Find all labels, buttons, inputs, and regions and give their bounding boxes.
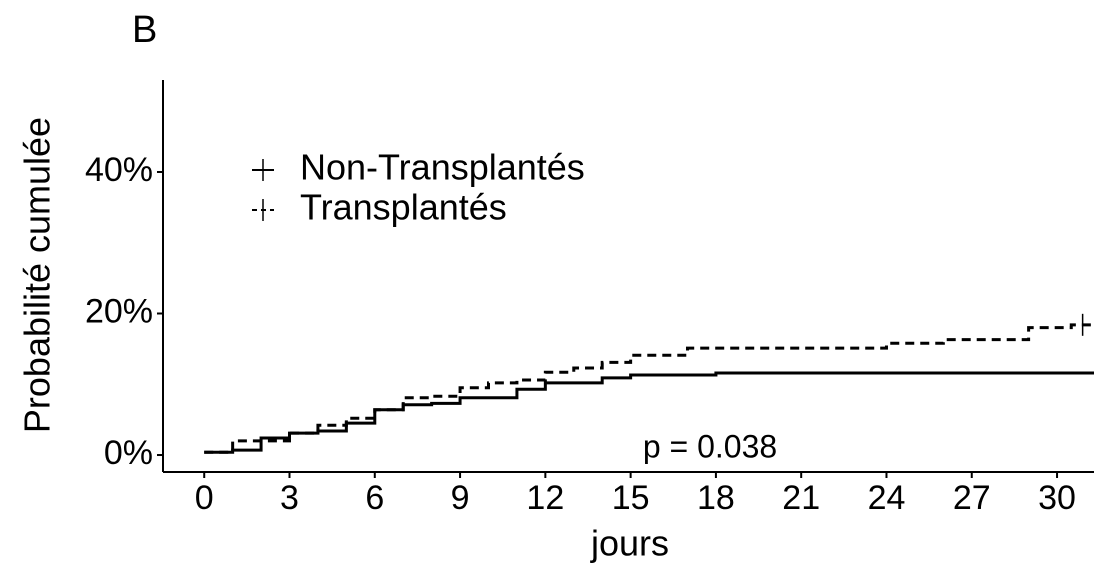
y-tick-label: 20% xyxy=(85,292,153,330)
x-tick-label: 0 xyxy=(195,479,214,517)
legend-label: Non-Transplantés xyxy=(300,147,585,188)
x-tick-label: 18 xyxy=(697,479,735,517)
panel-label: B xyxy=(132,9,157,51)
x-tick-label: 15 xyxy=(612,479,650,517)
x-axis-label: jours xyxy=(590,523,669,564)
x-tick-label: 3 xyxy=(280,479,299,517)
legend-label: Transplantés xyxy=(300,187,507,228)
x-tick-label: 21 xyxy=(782,479,820,517)
y-axis-label: Probabilité cumulée xyxy=(17,117,58,433)
x-tick-label: 30 xyxy=(1038,479,1076,517)
x-tick-label: 9 xyxy=(451,479,470,517)
survival-curve xyxy=(204,371,1094,454)
x-tick-label: 12 xyxy=(526,479,564,517)
p-value: p = 0.038 xyxy=(643,428,777,464)
x-tick-label: 27 xyxy=(953,479,991,517)
y-tick-label: 0% xyxy=(104,434,153,472)
x-tick-label: 24 xyxy=(868,479,906,517)
survival-curve xyxy=(204,323,1094,454)
y-tick-label: 40% xyxy=(85,151,153,189)
x-tick-label: 6 xyxy=(365,479,384,517)
